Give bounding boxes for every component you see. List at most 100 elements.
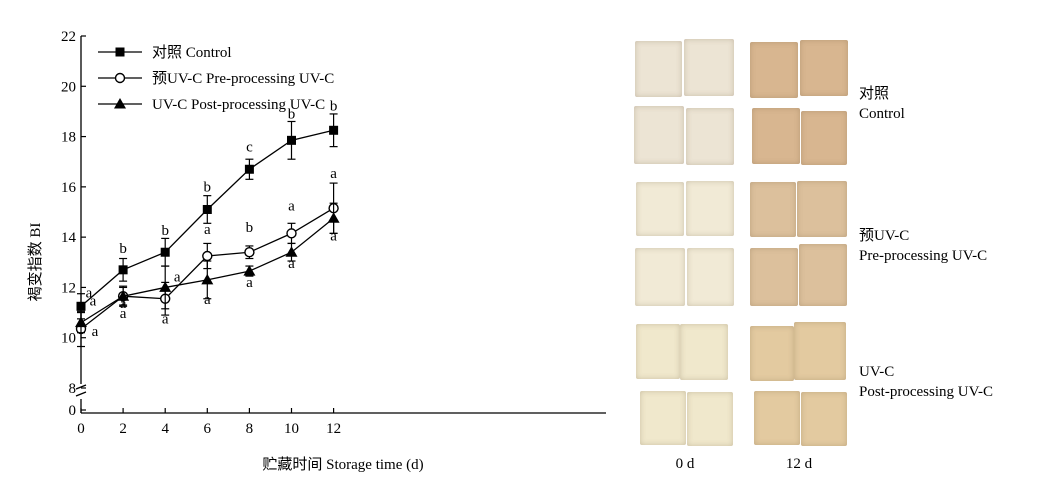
- legend: 对照 Control 预UV-C Pre-processing UV-C UV-C …: [98, 44, 334, 113]
- y-axis-title-group: 褐变指数 BI: [27, 223, 44, 302]
- cube: [750, 182, 796, 237]
- legend-marker: [114, 98, 126, 109]
- series-0: a b b b c b b: [76, 98, 339, 320]
- x-tick-label: 6: [204, 421, 212, 437]
- significance-letter: b: [288, 106, 296, 122]
- significance-letter: a: [288, 198, 295, 214]
- photo-control-0d: [632, 36, 738, 170]
- photo-post-uvc-12d: [746, 318, 852, 452]
- cube: [640, 391, 686, 445]
- data-point: [244, 247, 255, 258]
- row-label-pre-uvc-en: Pre-processing UV-C: [859, 248, 988, 264]
- cube: [794, 322, 846, 380]
- significance-letter: a: [330, 228, 337, 244]
- y-tick-label: 12: [61, 280, 76, 296]
- data-point: [244, 164, 254, 174]
- y-tick-label: 22: [61, 29, 76, 45]
- significance-letter: b: [161, 223, 169, 239]
- x-tick-label: 8: [246, 421, 254, 437]
- row-label-post-uvc-cn: UV-C: [859, 364, 895, 380]
- legend-label: 对照 Control: [152, 44, 232, 61]
- legend-entry-1: 预UV-C Pre-processing UV-C: [98, 70, 334, 87]
- cube: [680, 324, 728, 380]
- significance-letter: a: [120, 306, 127, 322]
- data-point: [75, 316, 87, 328]
- cube: [635, 248, 685, 306]
- y-tick-label: 18: [61, 130, 76, 146]
- cube: [636, 182, 684, 236]
- cube: [635, 41, 682, 97]
- significance-letter: b: [204, 179, 212, 195]
- cube: [686, 181, 734, 236]
- browning-index-chart: 0 8 10 12 14 16 18 20 22 0 2 4 6 8 10 12 褐变指数 BI 贮藏时间 S…: [27, 29, 606, 473]
- significance-letter: a: [288, 256, 295, 272]
- cube: [684, 39, 734, 96]
- significance-letter: a: [92, 324, 99, 340]
- legend-label: 预UV-C Pre-processing UV-C: [152, 70, 334, 87]
- significance-letter: a: [90, 294, 97, 310]
- cube: [750, 248, 798, 306]
- axis-break-mark: [75, 391, 87, 397]
- row-label-control-en: Control: [859, 106, 905, 122]
- y-tick-label: 0: [69, 403, 77, 419]
- y-tick-label: 16: [61, 180, 77, 196]
- data-point: [327, 212, 340, 223]
- cube: [754, 391, 800, 445]
- x-axis-title: 贮藏时间 Storage time (d): [262, 456, 423, 473]
- x-tick-label: 12: [326, 421, 341, 437]
- significance-letter: b: [330, 98, 338, 114]
- cube: [687, 248, 734, 306]
- significance-letter: b: [246, 220, 254, 236]
- data-point: [243, 265, 256, 276]
- cube: [801, 392, 847, 446]
- significance-letter: a: [246, 275, 253, 291]
- data-point: [159, 281, 172, 292]
- data-point: [287, 135, 296, 145]
- legend-label: UV-C Post-processing UV-C: [152, 97, 325, 113]
- x-tick-label: 10: [284, 421, 299, 437]
- cube: [801, 111, 847, 165]
- axis-break-mark: [75, 384, 87, 390]
- photo-pre-uvc-12d: [746, 178, 852, 312]
- significance-letter: a: [330, 166, 337, 182]
- legend-entry-0: 对照 Control: [98, 44, 232, 61]
- significance-letter: a: [120, 296, 127, 312]
- cube: [752, 108, 800, 164]
- row-label-post-uvc: UV-C Post-processing UV-C: [859, 362, 993, 402]
- axes: 0 8 10 12 14 16 18 20 22 0 2 4 6 8 10 12: [61, 29, 606, 437]
- legend-marker: [114, 72, 126, 84]
- legend-entry-2: UV-C Post-processing UV-C: [98, 97, 325, 113]
- row-label-pre-uvc-cn: 预UV-C: [859, 228, 910, 244]
- photo-pre-uvc-0d: [632, 178, 738, 312]
- y-tick-label: 20: [61, 79, 76, 95]
- data-point: [329, 125, 339, 135]
- data-point: [202, 204, 212, 214]
- data-point: [118, 265, 128, 275]
- significance-letter: a: [174, 269, 181, 285]
- significance-letter: b: [119, 241, 127, 257]
- data-point: [285, 246, 298, 257]
- x-tick-label: 4: [161, 421, 169, 437]
- photo-control-12d: [746, 36, 852, 170]
- data-point: [202, 250, 213, 262]
- data-point: [286, 228, 297, 239]
- y-axis-title: 褐变指数 BI: [27, 223, 44, 302]
- cube: [686, 108, 734, 165]
- significance-letter: a: [204, 222, 211, 238]
- row-label-post-uvc-en: Post-processing UV-C: [859, 384, 994, 400]
- x-tick-label: 0: [77, 421, 85, 437]
- significance-letter: a: [162, 312, 169, 328]
- significance-letter: a: [204, 292, 211, 308]
- cube: [800, 40, 848, 96]
- cube: [636, 324, 680, 379]
- row-label-pre-uvc: 预UV-C Pre-processing UV-C: [859, 226, 987, 266]
- col-label-12d: 12 d: [785, 456, 813, 472]
- data-point: [201, 273, 214, 285]
- y-tick-label: 14: [61, 230, 77, 246]
- legend-marker: [115, 47, 125, 57]
- significance-letter: c: [246, 139, 253, 155]
- row-label-control: 对照 Control: [859, 84, 905, 124]
